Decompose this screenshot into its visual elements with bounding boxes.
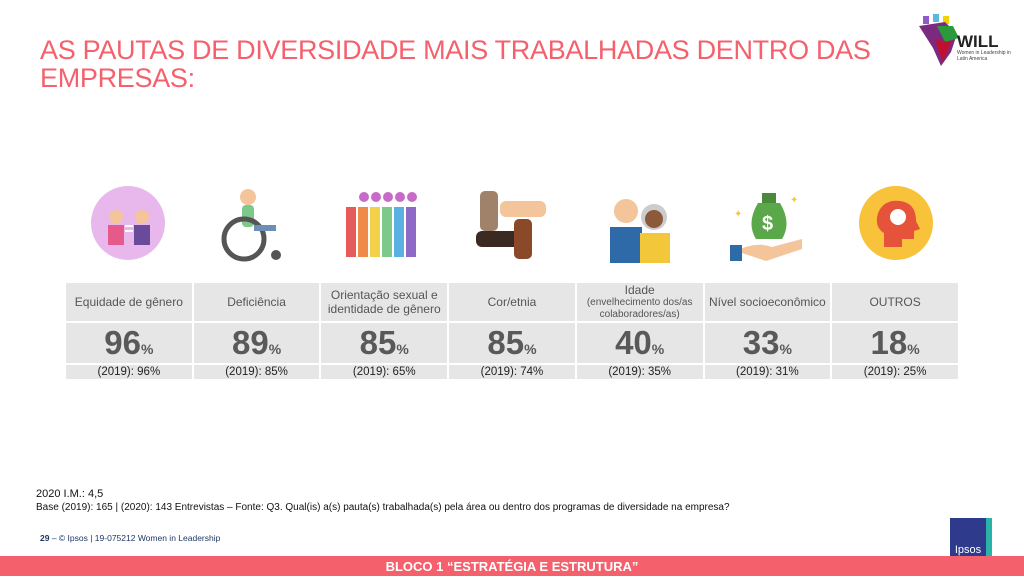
head-idea-icon	[832, 178, 960, 268]
value-cell: 89%	[191, 321, 322, 365]
section-band: BLOCO 1 “ESTRATÉGIA E ESTRUTURA”	[0, 556, 1024, 576]
will-logo: WILL Women in Leadership in Latin Americ…	[915, 12, 1015, 70]
ipsos-logo: Ipsos	[950, 518, 992, 560]
column-sublabel: (envelhecimento dos/as colaboradores/as)	[586, 297, 693, 320]
prev-year-cell: (2019): 65%	[319, 363, 450, 381]
prev-year-cell: (2019): 31%	[702, 363, 833, 381]
value-cell: 96%	[64, 321, 194, 365]
prev-year-cell: (2019): 25%	[830, 363, 960, 381]
footer-text: – © Ipsos | 19-075212 Women in Leadershi…	[51, 533, 221, 543]
page-number: 29	[40, 533, 50, 543]
column-header: Orientação sexual e identidade de gênero	[319, 281, 450, 323]
value: 33	[742, 324, 780, 361]
value: 85	[487, 324, 525, 361]
footer: 29 – © Ipsos | 19-075212 Women in Leader…	[40, 533, 220, 543]
value-cell: 40%	[574, 321, 705, 365]
svg-text:$: $	[762, 213, 773, 235]
column-label: Cor/etnia	[487, 295, 537, 309]
value-cell: 85%	[319, 321, 450, 365]
column-header: Deficiência	[191, 281, 322, 323]
svg-text:✦: ✦	[734, 209, 742, 220]
icon-row: $ ✦ ✦	[64, 178, 960, 268]
will-logo-icon	[919, 14, 959, 66]
unit: %	[779, 341, 792, 357]
money-hand-icon: $ ✦ ✦	[704, 178, 832, 268]
gender-equality-icon	[64, 178, 192, 268]
prev-year-cell: (2019): 35%	[574, 363, 705, 381]
unit: %	[907, 341, 920, 357]
unit: %	[651, 341, 665, 357]
im-note: 2020 I.M.: 4,5	[36, 488, 104, 500]
unit: %	[268, 341, 282, 357]
column-label: Idade	[624, 283, 655, 297]
column-label: OUTROS	[869, 295, 921, 309]
unit: %	[524, 341, 537, 357]
column-header: Cor/etnia	[447, 281, 577, 323]
prev-year-cell: (2019): 85%	[191, 363, 322, 381]
unit: %	[396, 341, 409, 357]
value: 96	[104, 324, 141, 361]
column-header: Nível socioeconômico	[702, 281, 833, 323]
wheelchair-icon	[192, 178, 320, 268]
prev-year-cell: (2019): 74%	[447, 363, 577, 381]
diversity-table: Equidade de gênero Deficiência Orientação …	[64, 281, 960, 381]
value-cell: 33%	[702, 321, 833, 365]
unit: %	[140, 341, 154, 357]
value: 40	[615, 324, 652, 361]
column-label: Deficiência	[227, 295, 286, 309]
column-header: OUTROS	[830, 281, 960, 323]
column-header: Idade (envelhecimento dos/as colaboradore…	[574, 281, 705, 323]
rainbow-people-icon	[320, 178, 448, 268]
value: 85	[359, 324, 397, 361]
value-cell: 85%	[447, 321, 577, 365]
svg-text:✦: ✦	[790, 195, 798, 206]
column-label: Orientação sexual e identidade de gênero	[327, 288, 441, 316]
elderly-couple-icon	[576, 178, 704, 268]
base-note: Base (2019): 165 | (2020): 143 Entrevist…	[36, 502, 730, 513]
value: 18	[870, 324, 908, 361]
hands-diversity-icon	[448, 178, 576, 268]
value: 89	[231, 324, 269, 361]
column-header: Equidade de gênero	[64, 281, 194, 323]
column-label: Nível socioeconômico	[709, 295, 826, 309]
prev-year-cell: (2019): 96%	[64, 363, 194, 381]
column-label: Equidade de gênero	[74, 295, 183, 309]
page-title: AS PAUTAS DE DIVERSIDADE MAIS TRABALHADA…	[40, 35, 871, 93]
value-cell: 18%	[830, 321, 960, 365]
